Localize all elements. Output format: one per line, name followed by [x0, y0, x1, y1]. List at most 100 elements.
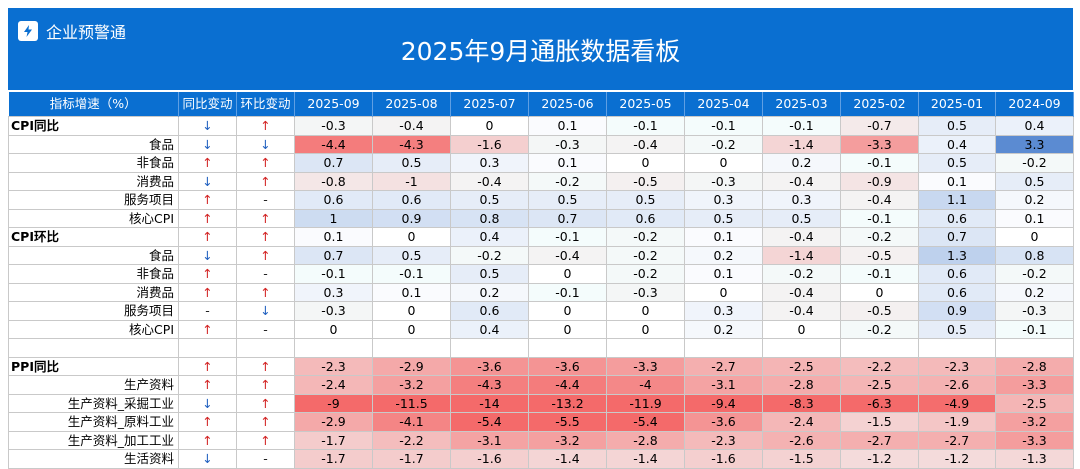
value-cell: -2.5 [762, 356, 841, 376]
value-cell: -0.1 [762, 116, 841, 136]
value-cell: -0.4 [762, 227, 841, 247]
value-cell: 0.5 [995, 171, 1074, 191]
yoy-change-arrow: ↑ [178, 264, 237, 284]
value-cell: -0.1 [294, 264, 373, 284]
value-cell: -2.8 [762, 375, 841, 395]
value-cell: 0.4 [450, 227, 529, 247]
value-cell: -0.2 [606, 245, 685, 265]
value-cell: -0.3 [606, 282, 685, 302]
value-cell: -0.2 [995, 153, 1074, 173]
value-cell: -0.4 [450, 171, 529, 191]
value-cell: 0.5 [684, 208, 763, 228]
value-cell: -14 [450, 393, 529, 413]
dashboard-header: 企业预警通 2025年9月通胀数据看板 [8, 8, 1073, 90]
yoy-change-arrow: ↓ [178, 134, 237, 154]
value-cell: 1 [294, 208, 373, 228]
value-cell: -0.7 [840, 116, 919, 136]
yoy-change-arrow: ↑ [178, 282, 237, 302]
row-label: 生产资料_加工工业 [8, 430, 179, 450]
value-cell: -4.3 [450, 375, 529, 395]
value-cell: -2.8 [606, 430, 685, 450]
row-label: 核心CPI [8, 208, 179, 228]
table-row: PPI同比 ↑ ↑ -2.3 -2.9 -3.6 -3.6 -3.3 -2.7 -2.5 -2.2-… [8, 356, 1074, 376]
value-cell: -3.6 [450, 356, 529, 376]
value-cell: 0 [528, 301, 607, 321]
value-cell: 0.1 [995, 208, 1074, 228]
value-cell: -5.5 [528, 412, 607, 432]
row-label: 食品 [8, 134, 179, 154]
table-row: 消费品 ↓ ↑ -0.8 -1 -0.4 -0.2 -0.5 -0.3 -0.4 -0.9 0.1 0.… [8, 171, 1074, 191]
value-cell: 0.8 [450, 208, 529, 228]
value-cell: -2.3 [684, 430, 763, 450]
value-cell: -2.2 [372, 430, 451, 450]
empty-cell [606, 338, 685, 358]
row-label: 服务项目 [8, 301, 179, 321]
table-row: 生产资料_原料工业 ↑ ↑ -2.9 -4.1 -5.4 -5.5 -5.4 -3.6 -2.4-… [8, 412, 1074, 432]
value-cell: 0 [606, 319, 685, 339]
value-cell: -2.9 [294, 412, 373, 432]
table-row: 食品 ↓ ↑ 0.7 0.5 -0.2 -0.4 -0.2 0.2 -1.4 -0.5 1.3 0.8 [8, 245, 1074, 265]
value-cell: 0 [372, 301, 451, 321]
mom-change-arrow: ↑ [236, 245, 295, 265]
value-cell: -0.2 [606, 227, 685, 247]
value-cell: 0.9 [918, 301, 996, 321]
value-cell: -0.4 [840, 190, 919, 210]
column-header: 环比变动 [236, 92, 295, 117]
value-cell: -3.1 [450, 430, 529, 450]
brand-name: 企业预警通 [46, 23, 127, 42]
row-label: 食品 [8, 245, 179, 265]
table-row [8, 338, 1074, 358]
value-cell: 0 [528, 319, 607, 339]
value-cell: 0 [606, 153, 685, 173]
mom-change-arrow: ↑ [236, 412, 295, 432]
value-cell: -2.4 [294, 375, 373, 395]
mom-change-arrow: - [236, 190, 295, 210]
value-cell: -5.4 [606, 412, 685, 432]
value-cell: 0.1 [528, 153, 607, 173]
value-cell: 0.7 [294, 153, 373, 173]
empty-cell [995, 338, 1074, 358]
value-cell: -9.4 [684, 393, 763, 413]
value-cell: -5.4 [450, 412, 529, 432]
value-cell: 0 [528, 264, 607, 284]
column-header: 2025-04 [684, 92, 763, 117]
value-cell: 0 [294, 319, 373, 339]
value-cell: -0.2 [840, 227, 919, 247]
value-cell: 0 [606, 301, 685, 321]
yoy-change-arrow: ↑ [178, 319, 237, 339]
value-cell: -0.1 [840, 264, 919, 284]
empty-cell [8, 338, 179, 358]
table-row: 核心CPI ↑ ↑ 1 0.9 0.8 0.7 0.6 0.5 0.5 -0.1 0.6 0.1 [8, 208, 1074, 228]
value-cell: 0.7 [528, 208, 607, 228]
value-cell: 0.5 [372, 153, 451, 173]
column-header: 2025-05 [606, 92, 685, 117]
mom-change-arrow: ↑ [236, 116, 295, 136]
column-header: 2025-02 [840, 92, 919, 117]
value-cell: -0.2 [450, 245, 529, 265]
value-cell: -0.1 [840, 208, 919, 228]
row-label: 生产资料_原料工业 [8, 412, 179, 432]
value-cell: 0.6 [294, 190, 373, 210]
value-cell: 0.2 [450, 282, 529, 302]
value-cell: 0.3 [450, 153, 529, 173]
value-cell: -4 [606, 375, 685, 395]
value-cell: 0.6 [918, 282, 996, 302]
column-header: 2025-01 [918, 92, 996, 117]
value-cell: 0 [995, 227, 1074, 247]
value-cell: -1 [372, 171, 451, 191]
value-cell: -0.2 [528, 171, 607, 191]
value-cell: -3.3 [995, 430, 1074, 450]
value-cell: -2.7 [840, 430, 919, 450]
value-cell: 0.5 [606, 190, 685, 210]
value-cell: -0.3 [294, 116, 373, 136]
mom-change-arrow: ↑ [236, 227, 295, 247]
value-cell: -2.2 [840, 356, 919, 376]
row-label: CPI环比 [8, 227, 179, 247]
mom-change-arrow: ↑ [236, 393, 295, 413]
value-cell: -0.5 [606, 171, 685, 191]
value-cell: 0.2 [684, 245, 763, 265]
value-cell: 0 [372, 227, 451, 247]
value-cell: -1.6 [450, 134, 529, 154]
value-cell: -3.3 [995, 375, 1074, 395]
mom-change-arrow: ↑ [236, 171, 295, 191]
